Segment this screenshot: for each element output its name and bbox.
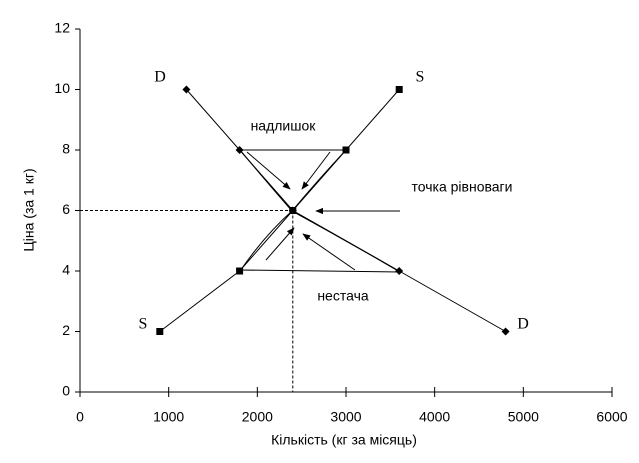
arrow [301, 151, 331, 190]
annotation: точка рівноваги [412, 179, 513, 195]
x-tick-label: 5000 [508, 409, 539, 425]
x-tick-label: 6000 [596, 409, 627, 425]
y-axis-label: Ціна (за 1 кг) [21, 168, 37, 251]
shortage-line [239, 269, 401, 273]
series-label: S [416, 69, 425, 86]
annotation: надлишок [251, 118, 317, 134]
marker [342, 146, 350, 154]
adjustment-paths [239, 149, 401, 273]
y-tick-label: 10 [54, 80, 70, 96]
marker [395, 86, 403, 93]
marker [236, 267, 244, 275]
x-tick-label: 1000 [153, 409, 184, 425]
marker [395, 267, 404, 275]
series-label: D [154, 69, 166, 86]
y-tick-label: 4 [62, 262, 70, 278]
marker [182, 85, 191, 94]
y-tick-label: 8 [62, 141, 70, 157]
series-label: S [139, 316, 148, 333]
arrow [302, 233, 356, 271]
y-tick-label: 6 [62, 201, 70, 217]
arrow [246, 151, 291, 190]
marker [235, 146, 244, 154]
marker [289, 207, 297, 214]
marker [501, 327, 510, 336]
series-label: D [517, 316, 529, 333]
x-tick-label: 2000 [242, 409, 273, 425]
arrow [265, 227, 295, 261]
x-tick-label: 4000 [419, 409, 450, 425]
y-tick-label: 2 [62, 322, 70, 338]
y-tick-label: 12 [54, 20, 70, 36]
x-tick-label: 0 [76, 409, 84, 425]
y-tick-label: 0 [62, 383, 70, 399]
annotation: нестача [317, 288, 369, 304]
adjust-curve [239, 210, 293, 272]
x-tick-label: 3000 [330, 409, 361, 425]
marker [156, 328, 164, 335]
adjust-curve [291, 210, 401, 273]
x-axis-label: Кількість (кг за місяць) [271, 432, 417, 448]
